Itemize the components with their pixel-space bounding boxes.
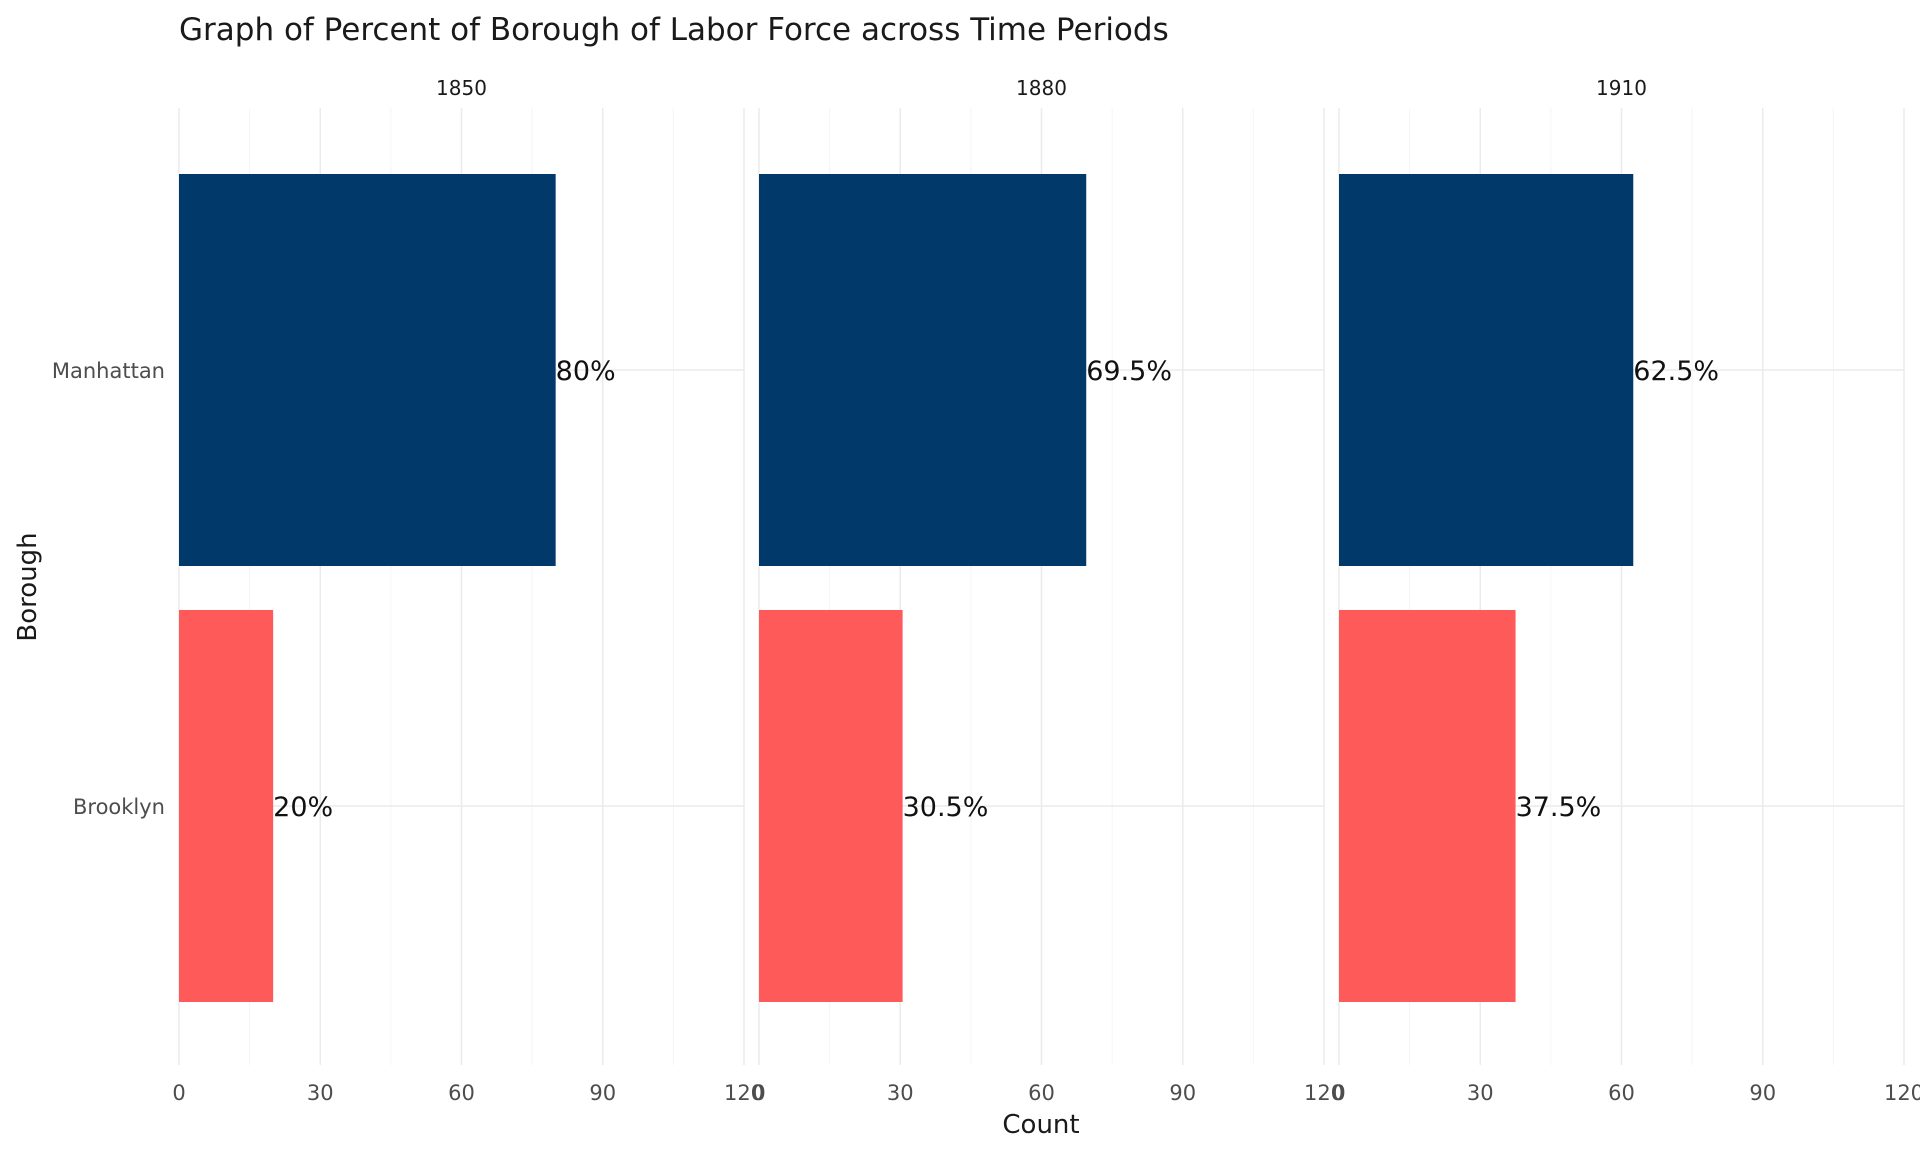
bar-manhattan-1880 bbox=[759, 174, 1087, 566]
y-tick-label: Brooklyn bbox=[73, 795, 165, 819]
x-tick-label: 90 bbox=[1749, 1081, 1776, 1105]
data-label: 80% bbox=[556, 356, 616, 387]
facet-panel-1850: 1850 80% 20% 0 30 60 90 120 bbox=[172, 76, 764, 1105]
x-tick-label: 30 bbox=[1467, 1081, 1494, 1105]
x-tick-label: 60 bbox=[448, 1081, 475, 1105]
y-tick-label: Manhattan bbox=[52, 359, 165, 383]
x-tick-label: 30 bbox=[887, 1081, 914, 1105]
x-tick-label: 0 bbox=[752, 1081, 765, 1105]
x-tick-label: 120 bbox=[1304, 1081, 1344, 1105]
x-tick-label: 60 bbox=[1028, 1081, 1055, 1105]
x-tick-label: 90 bbox=[589, 1081, 616, 1105]
facet-strip-label: 1880 bbox=[1016, 76, 1067, 100]
x-tick-label: 120 bbox=[1884, 1081, 1920, 1105]
bar-brooklyn-1850 bbox=[179, 610, 274, 1002]
bar-brooklyn-1910 bbox=[1339, 610, 1516, 1002]
facet-strip-label: 1850 bbox=[436, 76, 487, 100]
data-label: 69.5% bbox=[1086, 356, 1172, 387]
data-label: 37.5% bbox=[1516, 792, 1602, 823]
x-tick-label: 90 bbox=[1169, 1081, 1196, 1105]
facet-panel-1910: 1910 62.5% 37.5% 0 30 60 90 120 bbox=[1332, 76, 1920, 1105]
chart-title: Graph of Percent of Borough of Labor For… bbox=[179, 12, 1169, 48]
x-tick-label: 120 bbox=[724, 1081, 764, 1105]
x-tick-label: 30 bbox=[307, 1081, 334, 1105]
data-label: 20% bbox=[273, 792, 333, 823]
x-tick-label: 0 bbox=[172, 1081, 185, 1105]
facet-panel-1880: 1880 69.5% 30.5% 0 30 60 90 120 bbox=[752, 76, 1344, 1105]
facet-strip-label: 1910 bbox=[1596, 76, 1647, 100]
x-tick-label: 60 bbox=[1608, 1081, 1635, 1105]
bar-manhattan-1910 bbox=[1339, 174, 1634, 566]
data-label: 62.5% bbox=[1633, 356, 1719, 387]
x-tick-label: 0 bbox=[1332, 1081, 1345, 1105]
bar-brooklyn-1880 bbox=[759, 610, 903, 1002]
y-axis-label: Borough bbox=[13, 532, 43, 641]
data-label: 30.5% bbox=[903, 792, 989, 823]
bar-manhattan-1850 bbox=[179, 174, 556, 566]
x-axis-label: Count bbox=[1002, 1110, 1079, 1140]
